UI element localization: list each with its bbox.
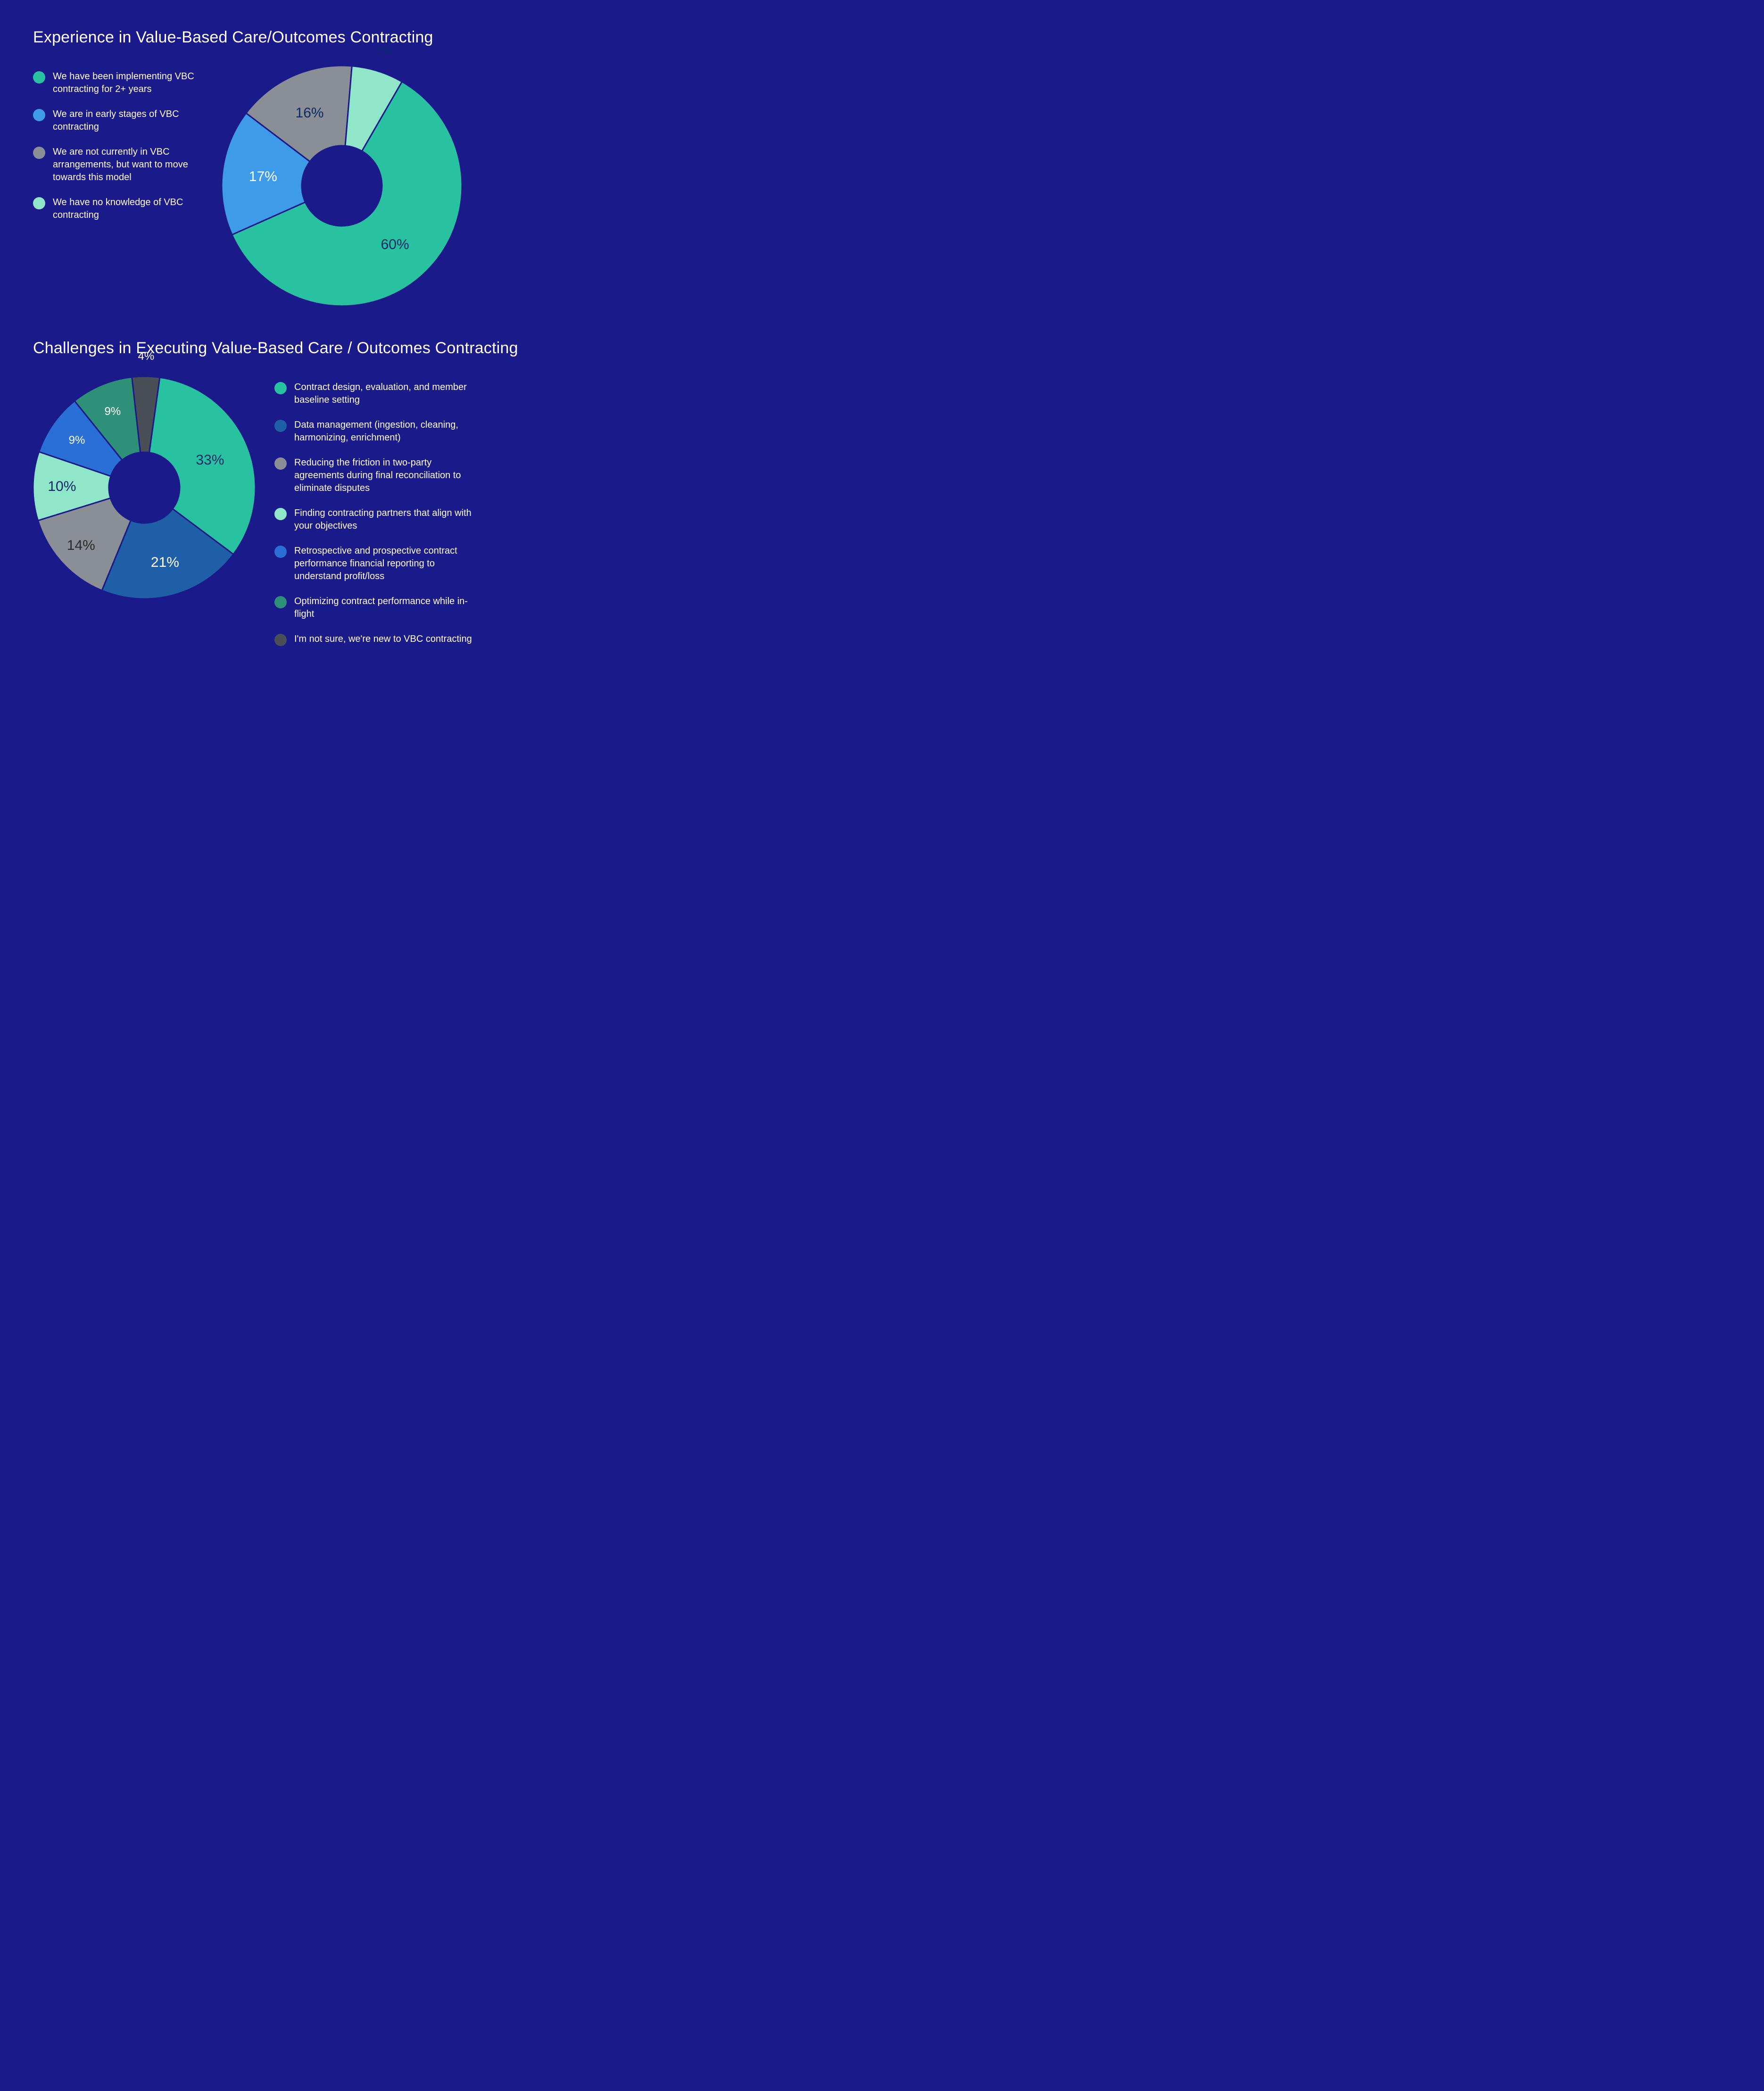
legend-item: We have no knowledge of VBC contracting [33,196,203,222]
legend-dot-icon [274,596,287,608]
legend-label: Retrospective and prospective contract p… [294,545,472,583]
challenges-chart-section: Challenges in Executing Value-Based Care… [33,339,1731,646]
slice-label: 60% [381,237,409,253]
legend-label: Reducing the friction in two-party agree… [294,456,472,495]
legend-label: We have no knowledge of VBC contracting [53,196,203,222]
experience-chart-row: We have been implementing VBC contractin… [33,66,1731,306]
legend-dot-icon [274,457,287,470]
slice-label: 14% [67,538,95,554]
legend-item: We are in early stages of VBC contractin… [33,108,203,133]
slice-label: 9% [69,434,85,447]
experience-chart-title: Experience in Value-Based Care/Outcomes … [33,28,1731,47]
legend-label: Optimizing contract performance while in… [294,595,472,621]
legend-item: I'm not sure, we're new to VBC contracti… [274,633,472,646]
experience-legend: We have been implementing VBC contractin… [33,66,203,222]
challenges-chart-row: 33%21%14%10%9%9%4% Contract design, eval… [33,376,1731,646]
legend-item: Retrospective and prospective contract p… [274,545,472,583]
slice-label: 4% [138,350,155,363]
challenges-donut: 33%21%14%10%9%9%4% [33,376,256,599]
legend-dot-icon [33,197,45,209]
legend-item: We are not currently in VBC arrangements… [33,146,203,184]
legend-dot-icon [33,109,45,121]
legend-label: Data management (ingestion, cleaning, ha… [294,419,472,444]
legend-item: Finding contracting partners that align … [274,507,472,532]
legend-label: We have been implementing VBC contractin… [53,70,203,96]
legend-dot-icon [274,546,287,558]
legend-label: Finding contracting partners that align … [294,507,472,532]
legend-dot-icon [274,634,287,646]
slice-label: 21% [151,555,179,571]
legend-label: We are not currently in VBC arrangements… [53,146,203,184]
legend-dot-icon [33,71,45,83]
legend-dot-icon [274,382,287,394]
legend-label: Contract design, evaluation, and member … [294,381,472,407]
slice-label: 16% [296,105,324,121]
slice-label: 9% [105,405,121,418]
slice-label: 33% [196,452,224,468]
donut-svg [222,66,462,306]
legend-dot-icon [274,508,287,520]
slice-label: 17% [249,169,277,185]
legend-item: Optimizing contract performance while in… [274,595,472,621]
experience-chart-section: Experience in Value-Based Care/Outcomes … [33,28,1731,306]
legend-label: I'm not sure, we're new to VBC contracti… [294,633,472,646]
legend-item: Reducing the friction in two-party agree… [274,456,472,495]
legend-dot-icon [274,420,287,432]
challenges-chart-title: Challenges in Executing Value-Based Care… [33,339,1731,357]
legend-item: Contract design, evaluation, and member … [274,381,472,407]
legend-dot-icon [33,147,45,159]
slice-label: 10% [48,479,76,495]
legend-label: We are in early stages of VBC contractin… [53,108,203,133]
slice-label: 7% [376,45,392,58]
legend-item: Data management (ingestion, cleaning, ha… [274,419,472,444]
challenges-legend: Contract design, evaluation, and member … [274,376,472,646]
legend-item: We have been implementing VBC contractin… [33,70,203,96]
experience-donut: 60%17%16%7% [222,66,462,306]
